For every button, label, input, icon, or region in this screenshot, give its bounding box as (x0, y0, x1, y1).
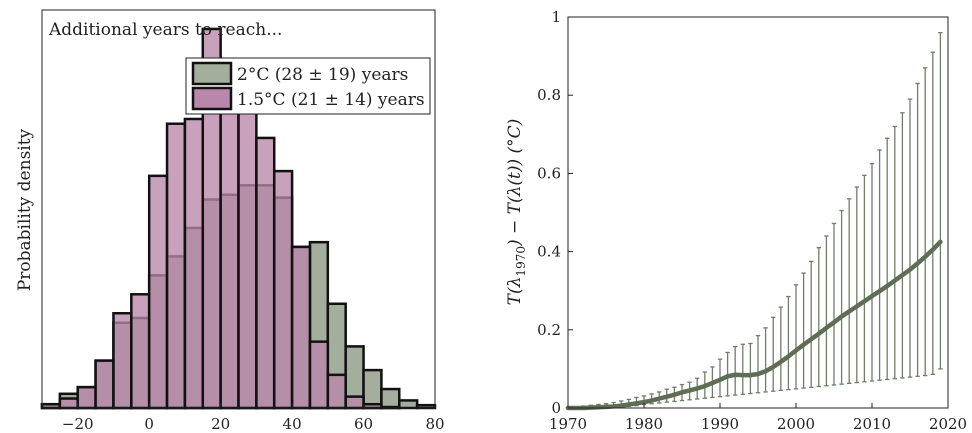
legend-label-1-5c: 1.5°C (21 ± 14) years (237, 90, 425, 110)
bar-1-5c-18 (362, 402, 383, 410)
line-y-ticks: 0 0.2 0.4 0.6 0.8 1 (537, 8, 573, 417)
x-tick-label: 2010 (853, 415, 891, 433)
bar-2c-18 (362, 368, 383, 410)
error-bar (816, 247, 821, 388)
error-bar (885, 137, 890, 381)
error-bar (824, 235, 829, 387)
bar-1-5c-0 (40, 402, 62, 410)
legend-swatch-2c (191, 61, 233, 86)
histogram-y-axis-label: Probability density (15, 128, 35, 291)
bar-1-5c-15 (308, 340, 330, 410)
bar-1-5c-7 (165, 122, 187, 410)
error-bar (771, 316, 776, 392)
legend-swatch-1-5c (191, 86, 233, 111)
x-tick-label: 80 (425, 415, 444, 433)
histogram-x-ticks: −20 0 20 40 60 80 (62, 403, 445, 433)
bar-1-5c-10 (219, 75, 240, 410)
x-tick-label: 1990 (701, 415, 739, 433)
bar-1-5c-11 (237, 79, 258, 410)
error-bar (778, 306, 783, 392)
x-tick-label: 1970 (549, 415, 587, 433)
x-tick-label: 2020 (929, 415, 967, 433)
x-tick-label: 0 (144, 415, 154, 433)
bar-1-5c-12 (255, 136, 276, 410)
ylabel-sub: 1970 (514, 246, 528, 277)
bar-1-5c-5 (130, 293, 151, 410)
error-bar (763, 327, 768, 393)
x-tick-label: 2000 (777, 415, 815, 433)
error-bar (809, 260, 814, 388)
x-tick-label: 40 (283, 415, 302, 433)
bar-2c-19 (380, 387, 401, 410)
error-bar (733, 345, 738, 396)
error-bar (740, 343, 745, 395)
bar-1-5c-2 (76, 385, 97, 410)
bar-1-5c-17 (344, 395, 365, 410)
error-bar (869, 162, 875, 382)
histogram-chart: −20 0 20 40 60 80 Additional years to reach..… (15, 9, 445, 433)
error-bar (862, 174, 867, 383)
y-tick-label: 0.4 (537, 243, 561, 261)
error-bar (831, 222, 837, 386)
y-tick-label: 0 (551, 399, 561, 417)
error-bar (900, 112, 905, 379)
ylabel-main: T(λ (505, 277, 525, 306)
error-bar (915, 82, 920, 377)
error-bar (930, 51, 935, 376)
y-tick-label: 1 (551, 8, 561, 26)
line-y-axis-label: T(λ1970) − T(λ(t)) (°C) (505, 119, 528, 306)
x-tick-label: −20 (62, 415, 94, 433)
bar-1-5c-6 (147, 174, 169, 410)
error-bar (839, 209, 844, 385)
bar-2c-20 (398, 399, 419, 410)
y-tick-label: 0.2 (537, 321, 561, 339)
bar-1-5c-13 (272, 169, 294, 410)
bar-1-5c-16 (326, 373, 347, 410)
error-bar (907, 98, 913, 378)
error-bar (923, 67, 928, 377)
bar-1-5c-8 (183, 117, 205, 410)
legend-label-2c: 2°C (28 ± 19) years (237, 65, 408, 85)
y-tick-label: 0.8 (537, 86, 561, 104)
error-bar (854, 186, 859, 384)
error-bar (877, 149, 882, 381)
error-bar (755, 335, 761, 394)
error-bar (786, 295, 791, 391)
line-axes-frame (567, 16, 949, 409)
error-bars (565, 31, 943, 409)
x-tick-label: 1980 (625, 415, 663, 433)
error-bar (938, 31, 943, 370)
error-bar (892, 125, 897, 380)
ylabel-rest: ) − T(λ(t)) (°C) (505, 119, 525, 247)
mean-line (565, 239, 943, 411)
error-bar (748, 342, 753, 395)
error-bar (847, 198, 852, 385)
x-tick-label: 60 (354, 415, 373, 433)
error-bar (801, 272, 806, 389)
line-chart: 1970 1980 1990 2000 2010 2020 00.20.40.60.81 … (505, 8, 967, 433)
x-tick-label: 20 (211, 415, 230, 433)
bar-1-5c-4 (112, 311, 133, 410)
bar-1-5c-14 (290, 245, 312, 410)
y-tick-label: 0.6 (537, 164, 561, 182)
histogram-legend: 2°C (28 ± 19) years 1.5°C (21 ± 14) year… (185, 57, 431, 115)
histogram-axes-frame (41, 9, 436, 409)
line-x-ticks: 1970 1980 1990 2000 2010 2020 (549, 403, 967, 433)
histogram-annotation: Additional years to reach... (48, 20, 282, 40)
bar-1-5c-3 (94, 359, 115, 410)
bar-1-5c-1 (58, 397, 79, 410)
error-bar (793, 284, 799, 390)
